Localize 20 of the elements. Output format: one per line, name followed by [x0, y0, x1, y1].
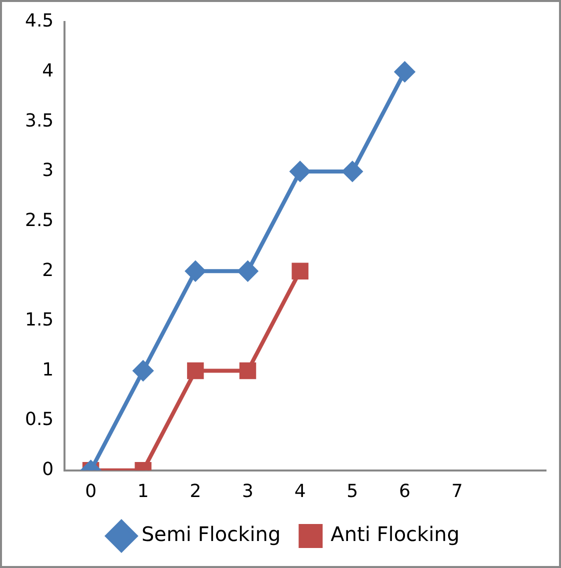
- y-tick-label: 3: [42, 160, 54, 182]
- y-tick-label: 1: [42, 359, 54, 380]
- x-tick-label: 5: [346, 480, 358, 502]
- y-tick-label: 1.5: [24, 310, 54, 331]
- legend-label: Semi Flocking: [141, 522, 281, 546]
- y-tick-label: 2.5: [24, 210, 54, 231]
- y-tick-label: 0: [42, 459, 54, 480]
- y-tick-label: 4: [42, 60, 54, 82]
- y-tick-label: 4.5: [24, 10, 54, 32]
- x-tick-label: 4: [294, 480, 306, 502]
- x-tick-label: 3: [242, 480, 254, 502]
- x-tick-label: 7: [451, 480, 463, 502]
- x-tick-label: 6: [399, 480, 410, 502]
- y-tick-label: 2: [42, 260, 54, 281]
- y-tick-label: 0.5: [24, 409, 54, 430]
- legend-label: Anti Flocking: [330, 522, 460, 546]
- x-tick-label: 0: [85, 480, 97, 502]
- y-tick-label: 3.5: [24, 110, 54, 132]
- x-tick-label: 2: [190, 480, 202, 502]
- x-tick-label: 1: [137, 480, 149, 502]
